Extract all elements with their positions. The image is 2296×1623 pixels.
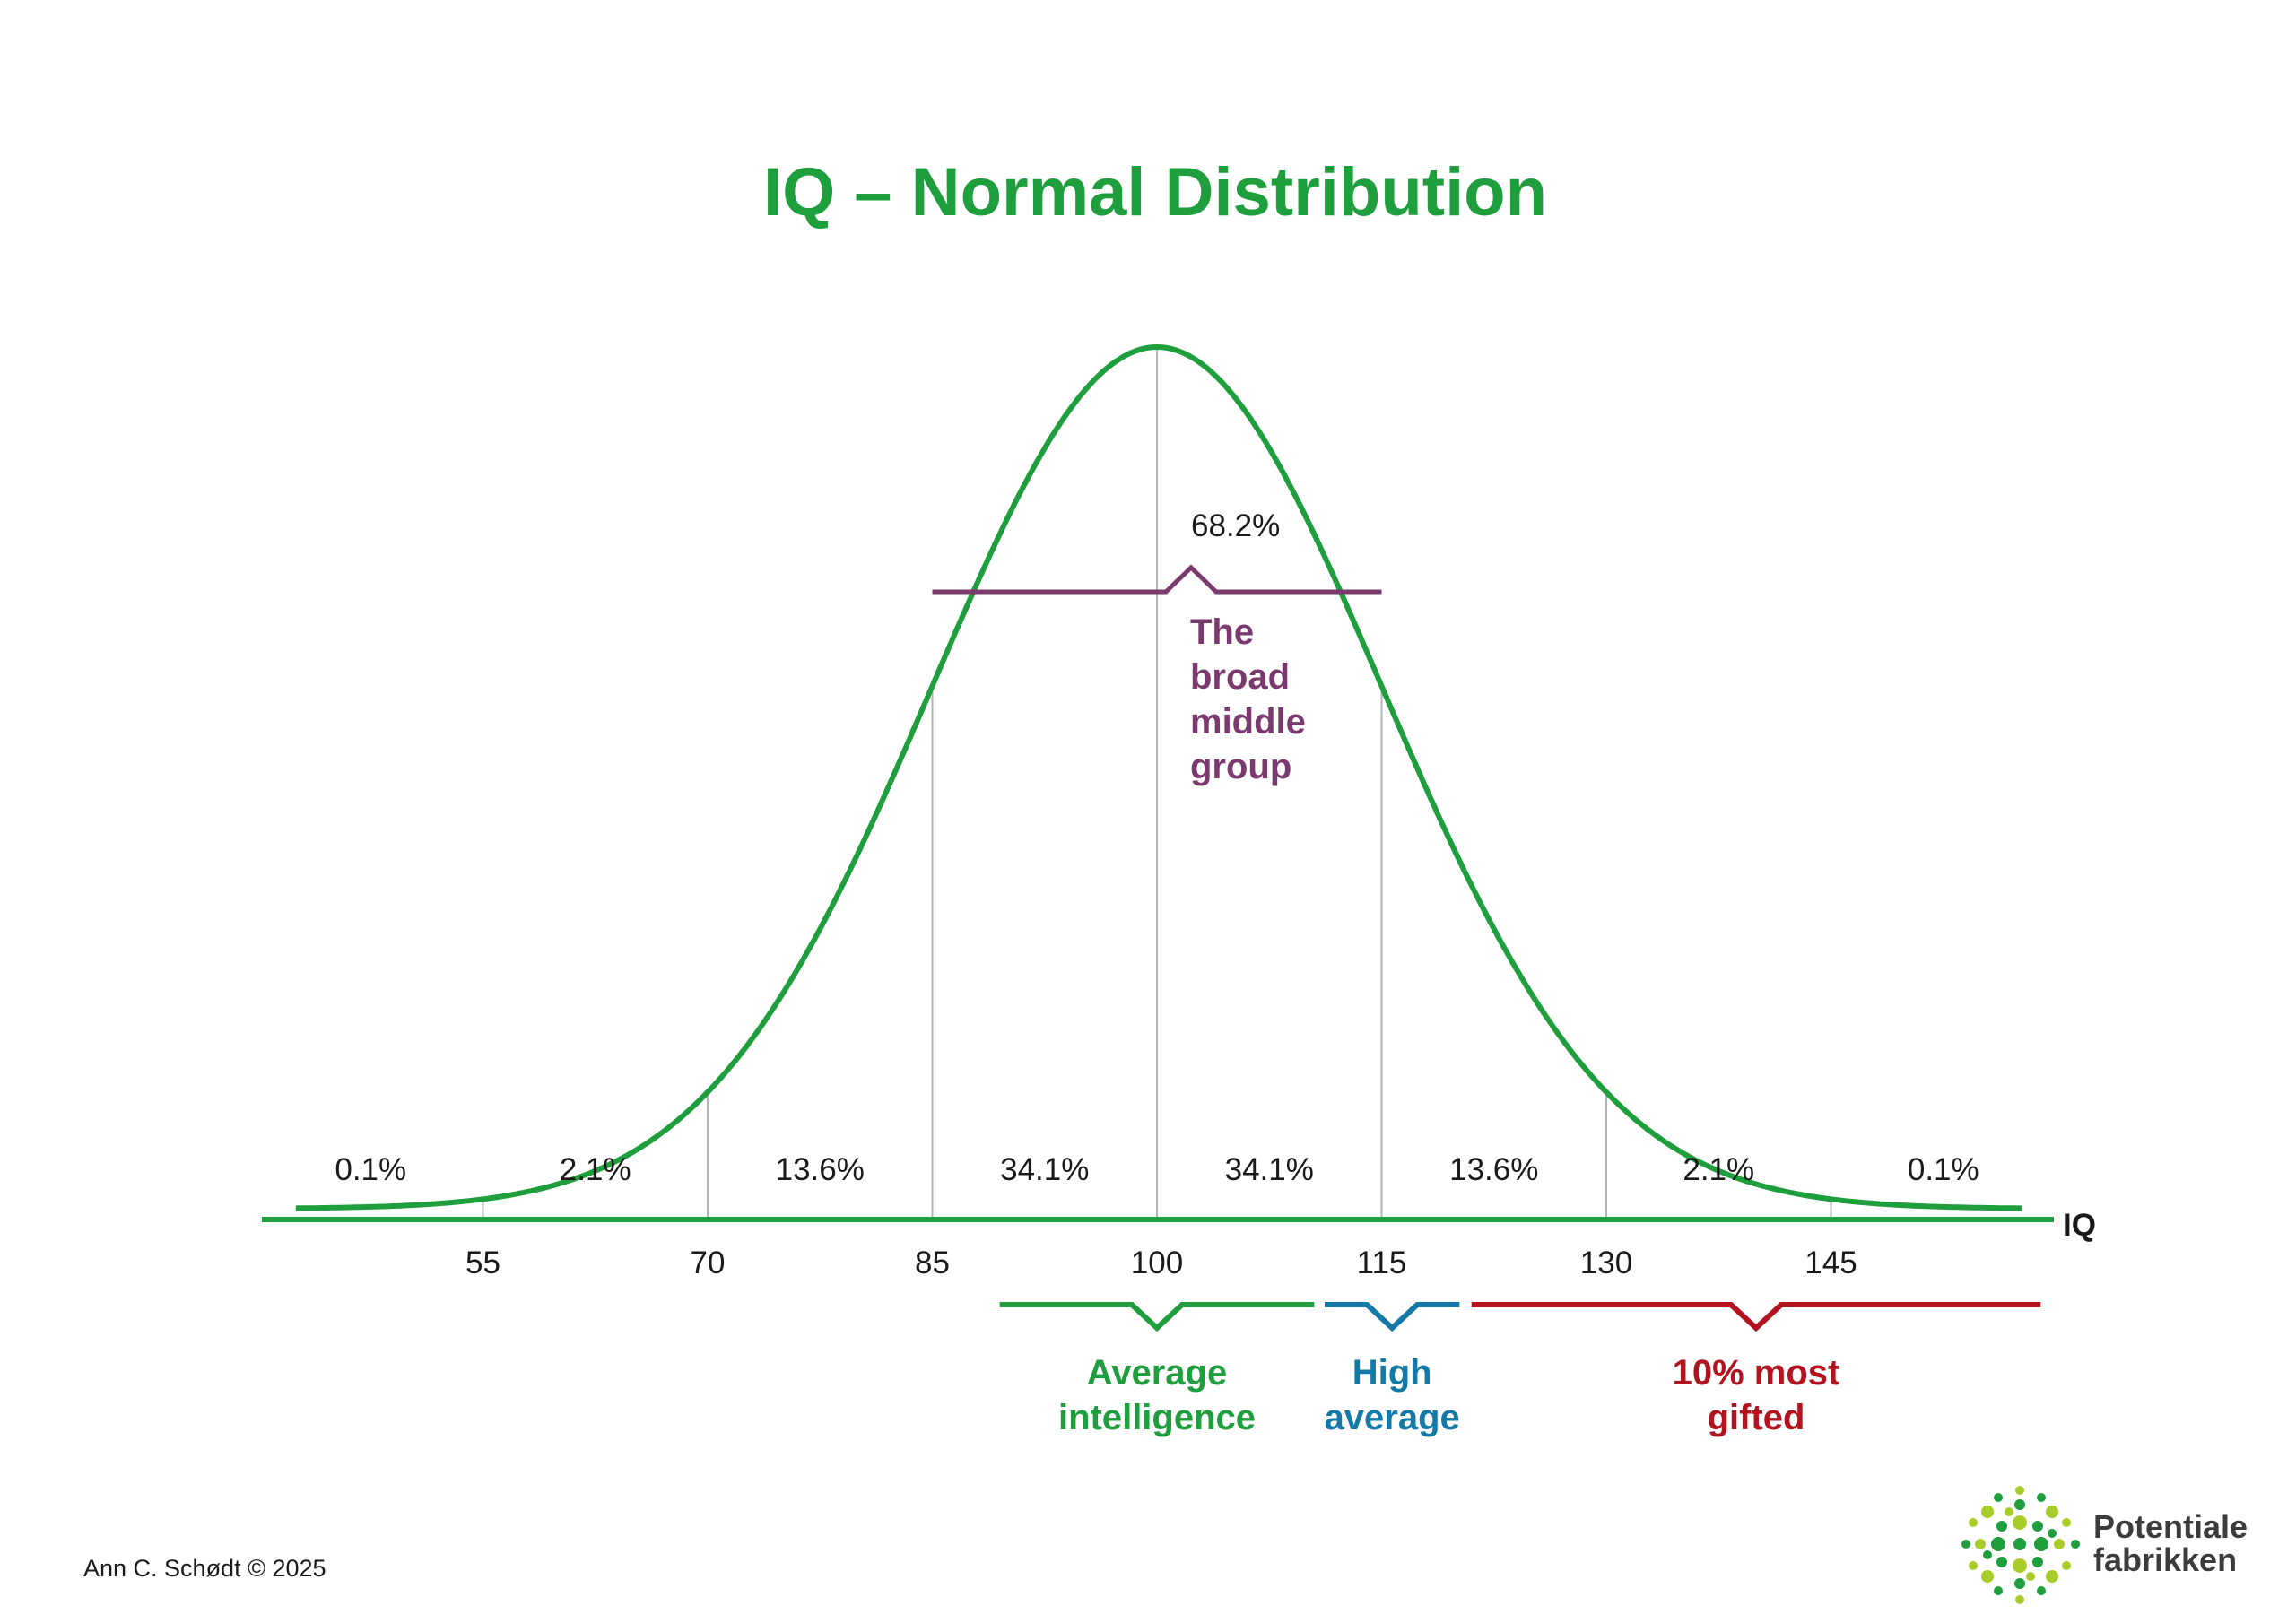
x-tick-label: 70 <box>691 1245 726 1280</box>
x-tick-label: 130 <box>1580 1245 1632 1280</box>
logo-dot <box>2013 1515 2027 1530</box>
middle-group-label: middle <box>1190 702 1306 742</box>
logo-dot <box>1994 1493 2003 1502</box>
logo-dot <box>1969 1561 1978 1570</box>
x-tick-label: 145 <box>1805 1245 1857 1280</box>
band-label: Average <box>1087 1353 1227 1393</box>
band-label: gifted <box>1708 1398 1805 1437</box>
logo-dot <box>2046 1506 2058 1518</box>
segment-percent-label: 0.1% <box>335 1152 406 1187</box>
segment-percent-label: 34.1% <box>1000 1152 1089 1187</box>
logo-dot <box>2026 1572 2035 1581</box>
iq-bands: Average intelligence High average 10% most gi… <box>999 1302 2041 1437</box>
logo-dot <box>2054 1539 2065 1549</box>
logo-dot <box>2062 1561 2071 1570</box>
middle-group-label: group <box>1190 747 1292 786</box>
logo-dot <box>1991 1537 2005 1551</box>
band-bracket <box>1325 1302 1460 1332</box>
chart-title: IQ – Normal Distribution <box>763 154 1547 230</box>
logo-dot <box>1961 1540 1970 1549</box>
segment-percent-label: 2.1% <box>560 1152 631 1187</box>
logo-dot <box>2062 1518 2071 1527</box>
band-label: average <box>1325 1398 1460 1437</box>
middle-group-annotation: 68.2% The broad middle group <box>932 508 1382 786</box>
segment-percent-label: 13.6% <box>776 1152 865 1187</box>
segment-percent-label: 34.1% <box>1225 1152 1314 1187</box>
logo-dot <box>2037 1586 2046 1595</box>
logo-dot <box>2005 1507 2013 1516</box>
x-tick-label: 55 <box>465 1245 500 1280</box>
band-0: Average intelligence <box>999 1302 1315 1437</box>
logo-dot <box>2013 1538 2026 1550</box>
logo-dot <box>2014 1578 2025 1589</box>
logo-dot <box>2015 1595 2024 1604</box>
band-bracket <box>1471 1302 2041 1332</box>
logo-dot <box>2071 1540 2080 1549</box>
logo-dot <box>2046 1570 2058 1583</box>
middle-group-bracket <box>932 564 1382 595</box>
x-tick-label: 85 <box>915 1245 950 1280</box>
normal-curve <box>295 344 2022 1211</box>
logo-dot <box>2013 1558 2027 1573</box>
x-axis-label: IQ <box>2063 1208 2096 1243</box>
x-tick-label: 100 <box>1131 1245 1183 1280</box>
logo-dot <box>1994 1586 2003 1595</box>
x-tick-label: 115 <box>1357 1245 1407 1280</box>
logo-dot <box>2037 1493 2046 1502</box>
gridlines <box>482 347 1832 1219</box>
logo-dot <box>1981 1506 1994 1518</box>
middle-group-label: The <box>1190 612 1254 652</box>
band-1: High average <box>1325 1302 1460 1437</box>
credit-text: Ann C. Schødt © 2025 <box>83 1555 326 1582</box>
logo-dot <box>2032 1521 2043 1532</box>
logo-dot <box>1996 1521 2007 1532</box>
segment-percent-label: 2.1% <box>1683 1152 1754 1187</box>
band-2: 10% most gifted <box>1471 1302 2041 1437</box>
band-label: intelligence <box>1058 1398 1256 1437</box>
segment-percent-labels: 0.1% 2.1% 13.6% 34.1% 34.1% 13.6% 2.1% 0.1% <box>335 1152 1979 1187</box>
middle-group-percent: 68.2% <box>1191 508 1280 543</box>
logo-dot <box>1969 1518 1978 1527</box>
logo-dot <box>2015 1486 2024 1495</box>
logo-dot <box>2032 1557 2043 1567</box>
logo-dot <box>2034 1537 2048 1551</box>
logo-dot <box>1981 1570 1994 1583</box>
logo-dot <box>2014 1499 2025 1510</box>
logo-wordmark-line: fabrikken <box>2093 1541 2237 1578</box>
segment-percent-label: 0.1% <box>1908 1152 1979 1187</box>
segment-percent-label: 13.6% <box>1449 1152 1538 1187</box>
band-bracket <box>999 1302 1315 1332</box>
x-tick-labels: 55 70 85 100 115 130 145 <box>465 1245 1857 1280</box>
logo-dot <box>1996 1557 2007 1567</box>
logo-dot <box>1975 1539 1986 1549</box>
x-axis: IQ <box>262 1208 2096 1243</box>
curve-group <box>295 344 2022 1211</box>
logo-dot <box>1983 1550 1992 1559</box>
middle-group-label: broad <box>1190 657 1290 697</box>
band-label: High <box>1352 1353 1432 1393</box>
logo-wordmark-line: Potentiale <box>2093 1508 2248 1545</box>
logo-dot <box>2048 1529 2057 1538</box>
band-label: 10% most <box>1673 1353 1840 1393</box>
